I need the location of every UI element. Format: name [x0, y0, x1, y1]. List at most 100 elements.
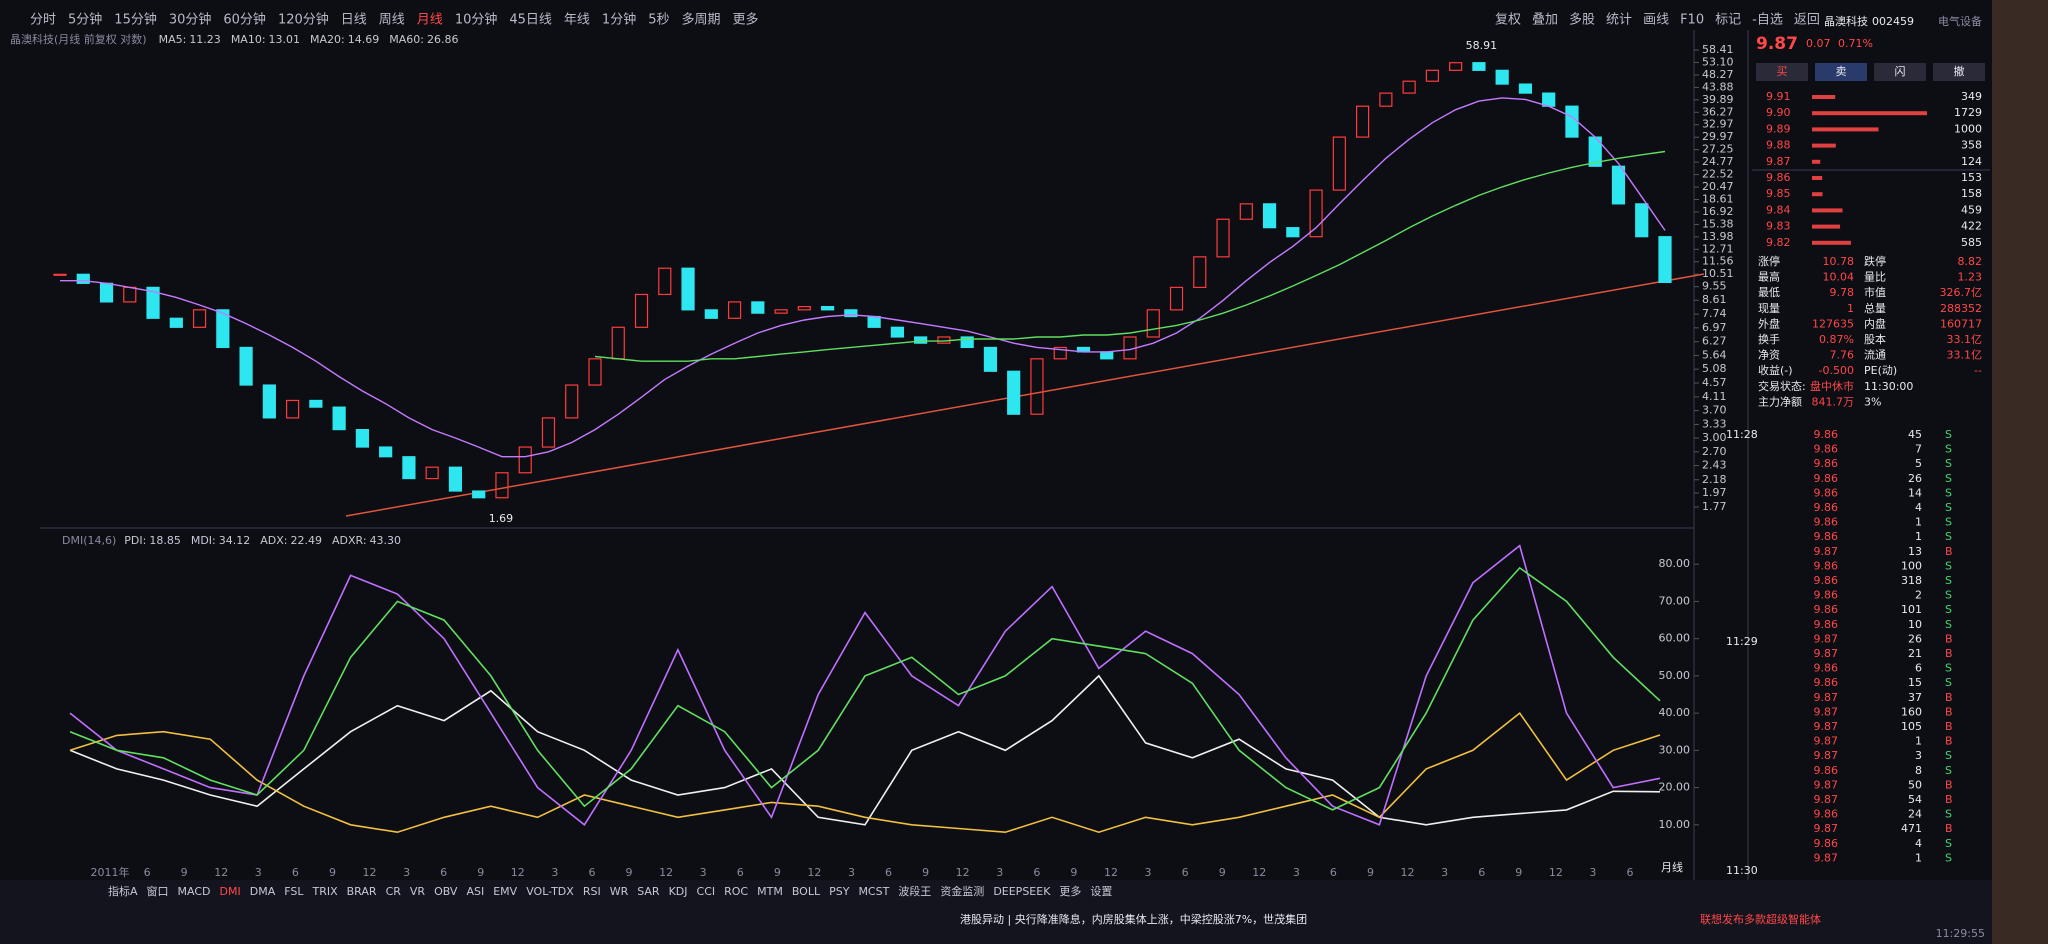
stat: 0.87%	[1819, 333, 1854, 346]
trade-side: S	[1945, 530, 1952, 543]
period-tab[interactable]: 周线	[379, 13, 405, 28]
period-tab[interactable]: 多周期	[681, 12, 720, 28]
period-label: 月线	[1661, 860, 1683, 874]
y-tick-label: 7.74	[1702, 307, 1727, 320]
tool-button[interactable]: -自选	[1752, 13, 1783, 28]
stat: 160717	[1940, 317, 1982, 330]
stat: 现量	[1758, 302, 1780, 315]
trade-button[interactable]	[1874, 63, 1926, 81]
indicator-tab[interactable]: VR	[410, 885, 426, 898]
tool-button[interactable]: 叠加	[1532, 13, 1558, 28]
candle	[1286, 227, 1300, 238]
indicator-tab[interactable]: MCST	[858, 885, 889, 898]
trade-side: S	[1945, 443, 1952, 456]
indicator-tab[interactable]: 设置	[1090, 885, 1112, 898]
trade-volume: 4	[1915, 837, 1922, 850]
stat: --	[1974, 364, 1982, 377]
indicator-tab[interactable]: OBV	[434, 885, 458, 898]
trade-side: S	[1945, 808, 1952, 821]
trade-side: S	[1945, 516, 1952, 529]
indicator-tab[interactable]: SAR	[637, 885, 660, 898]
indicator-tab[interactable]: ROC	[724, 885, 748, 898]
indicator-tab[interactable]: TRIX	[311, 885, 338, 898]
candle	[448, 466, 463, 492]
period-tab[interactable]: 月线	[417, 13, 443, 28]
indicator-tab[interactable]: RSI	[583, 885, 601, 898]
trade-side: S	[1945, 428, 1952, 441]
indicator-tab[interactable]: DMA	[250, 885, 276, 898]
period-tab[interactable]: 日线	[341, 13, 367, 28]
trade-price: 9.87	[1814, 851, 1839, 864]
y-tick-label: 1.97	[1702, 486, 1727, 499]
trade-button[interactable]	[1756, 63, 1808, 81]
trade-button-label[interactable]: 闪	[1895, 64, 1906, 78]
tool-button[interactable]: 多股	[1569, 12, 1595, 28]
period-tab[interactable]: 60分钟	[223, 12, 266, 28]
volume-bar	[1812, 176, 1823, 180]
indicator-tab[interactable]: 更多	[1059, 884, 1081, 898]
candle	[99, 282, 114, 303]
period-tab[interactable]: 120分钟	[278, 12, 329, 28]
tool-button[interactable]: 返回	[1794, 13, 1820, 28]
trade-side: S	[1945, 749, 1952, 762]
indicator-tab[interactable]: ASI	[466, 885, 484, 898]
indicator-tab[interactable]: BRAR	[347, 885, 377, 898]
y-tick-label: 80.00	[1659, 557, 1691, 570]
indicator-tab[interactable]: MACD	[178, 885, 211, 898]
indicator-tab[interactable]: 资金监测	[940, 884, 984, 898]
book-volume: 585	[1961, 236, 1982, 249]
trade-volume: 10	[1908, 618, 1922, 631]
indicator-tab[interactable]: FSL	[284, 885, 304, 898]
tool-button[interactable]: 统计	[1606, 13, 1632, 28]
trade-button-label[interactable]: 买	[1777, 65, 1788, 78]
tool-button[interactable]: 画线	[1643, 13, 1669, 28]
period-tab[interactable]: 5秒	[648, 13, 669, 28]
candle	[1053, 346, 1067, 360]
indicator-tab[interactable]: KDJ	[669, 885, 688, 898]
y-tick-label: 36.27	[1702, 105, 1734, 118]
indicator-tab[interactable]: 窗口	[147, 884, 169, 898]
trade-volume: 1	[1915, 851, 1922, 864]
candle	[1425, 69, 1439, 82]
trade-button-label[interactable]: 卖	[1836, 65, 1847, 78]
indicator-tab[interactable]: MTM	[757, 885, 783, 898]
period-tab[interactable]: 30分钟	[169, 12, 212, 28]
candle	[1193, 256, 1207, 288]
indicator-tab[interactable]: DEEPSEEK	[993, 885, 1051, 898]
trade-volume: 5	[1915, 457, 1922, 470]
candle	[1356, 105, 1370, 138]
period-tab[interactable]: 更多	[733, 12, 759, 28]
period-tab[interactable]: 分时	[30, 13, 56, 28]
tool-button[interactable]: 标记	[1715, 13, 1741, 28]
y-tick-label: 2.70	[1702, 445, 1727, 458]
indicator-tab[interactable]: CR	[386, 885, 402, 898]
indicator-tab[interactable]: 指标A	[108, 884, 138, 898]
indicator-tab[interactable]: EMV	[493, 885, 517, 898]
indicator-tab[interactable]: PSY	[829, 885, 850, 898]
period-tab[interactable]: 45日线	[509, 13, 552, 28]
x-tick-label: 3	[996, 866, 1003, 879]
trade-price: 9.86	[1814, 837, 1839, 850]
indicator-tab[interactable]: CCI	[697, 885, 716, 898]
period-tab[interactable]: 1分钟	[602, 12, 636, 28]
period-tab[interactable]: 5分钟	[68, 12, 102, 28]
stat: 主力净额	[1758, 394, 1802, 408]
trade-button[interactable]	[1815, 63, 1867, 81]
tool-button[interactable]: F10	[1680, 13, 1704, 28]
period-tab[interactable]: 15分钟	[114, 12, 157, 28]
trade-button-label[interactable]: 撤	[1954, 64, 1965, 78]
indicator-tab[interactable]: BOLL	[792, 885, 821, 898]
period-tab[interactable]: 10分钟	[455, 12, 498, 28]
indicator-tab[interactable]: DMI	[220, 885, 241, 898]
trade-side: S	[1945, 603, 1952, 616]
indicator-tab[interactable]: 波段王	[898, 884, 931, 898]
tool-button[interactable]: 复权	[1495, 12, 1521, 28]
indicator-tab[interactable]: VOL-TDX	[526, 885, 574, 898]
candle	[169, 317, 183, 328]
candle	[355, 429, 369, 448]
indicator-tab[interactable]: WR	[610, 885, 629, 898]
trade-button[interactable]	[1933, 63, 1985, 81]
period-tab[interactable]: 年线	[564, 13, 590, 28]
trade-volume: 160	[1901, 705, 1922, 718]
